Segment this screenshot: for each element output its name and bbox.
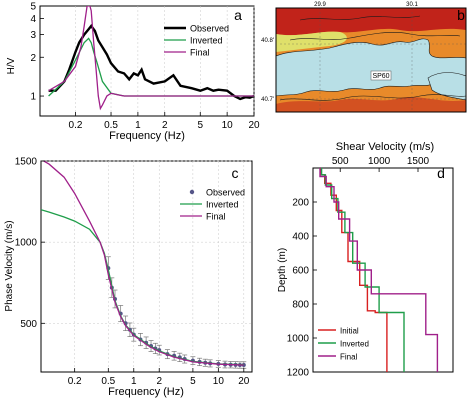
a-xtick-label-1: 0.5 bbox=[104, 120, 118, 131]
d-xtick-label-1: 1000 bbox=[368, 156, 391, 167]
c-ytick-label-0: 500 bbox=[20, 319, 37, 330]
a-xtick-label-4: 5 bbox=[197, 120, 203, 131]
d-xtick-label-2: 1500 bbox=[407, 156, 430, 167]
c-ytick-label-1: 1000 bbox=[15, 238, 38, 249]
c-xtick-label-4: 5 bbox=[190, 376, 196, 387]
c-legend-label-2: Final bbox=[206, 212, 226, 222]
contour-1 bbox=[299, 15, 421, 21]
c-xtick-label-0: 0.2 bbox=[68, 376, 82, 387]
d-series-inverted bbox=[320, 168, 405, 372]
c-series-final bbox=[42, 161, 244, 366]
d-ytick-label-5: 1200 bbox=[287, 368, 310, 379]
c-legend-label-1: Inverted bbox=[206, 200, 239, 210]
panel-d-ticks: 500 1000 1500 200 400 600 800 1000 1200 bbox=[287, 156, 430, 379]
a-legend-label-2: Final bbox=[190, 48, 210, 58]
panel-b: SP60 29.9 30.1 40.8' 40.7' b bbox=[261, 2, 467, 113]
panel-d: 500 1000 1500 200 400 600 800 1000 1200 Shear Ve… bbox=[277, 141, 454, 379]
d-ytick-label-0: 200 bbox=[292, 198, 309, 209]
panel-c: 0.2 0.5 1 2 5 10 20 500 1000 1500 Phase Velocity … bbox=[4, 157, 253, 398]
c-xtick-label-3: 2 bbox=[156, 376, 162, 387]
d-legend-label-0: Initial bbox=[340, 327, 359, 336]
panel-d-legend: Initial Inverted Final bbox=[318, 327, 369, 362]
panel-c-ticks: 0.2 0.5 1 2 5 10 20 500 1000 1500 bbox=[15, 157, 250, 388]
a-xtick-label-0: 0.2 bbox=[69, 120, 83, 131]
panel-d-title: Shear Velocity (m/s) bbox=[336, 141, 434, 153]
site-label: SP60 bbox=[372, 73, 389, 80]
panel-c-letter: c bbox=[232, 165, 239, 181]
panel-a-series bbox=[48, 6, 254, 111]
a-xtick-label-3: 2 bbox=[162, 120, 168, 131]
panel-a-xlabel: Frequency (Hz) bbox=[109, 130, 185, 142]
a-ytick-label-0: 1 bbox=[30, 92, 36, 103]
a-ytick-label-1: 2 bbox=[30, 53, 36, 64]
map-lon-label-2: 30.1 bbox=[406, 2, 418, 8]
panel-c-xlabel: Frequency (Hz) bbox=[108, 386, 184, 398]
d-ytick-label-3: 800 bbox=[292, 300, 309, 311]
panel-d-ylabel: Depth (m) bbox=[277, 248, 288, 292]
map-lat-label-2: 40.7' bbox=[261, 97, 274, 103]
panel-a-letter: a bbox=[234, 7, 242, 23]
c-xtick-label-5: 10 bbox=[213, 376, 225, 387]
panel-d-letter: d bbox=[437, 165, 445, 181]
a-legend-label-0: Observed bbox=[190, 24, 229, 34]
site-label-box bbox=[370, 70, 392, 81]
panel-b-map: SP60 bbox=[276, 8, 466, 112]
terrain-low-west bbox=[276, 31, 347, 52]
a-ytick-label-3: 4 bbox=[30, 14, 36, 25]
panel-a-legend: Observed Inverted Final bbox=[164, 24, 229, 58]
a-ytick-label-2: 3 bbox=[30, 30, 36, 41]
c-legend-label-0: Observed bbox=[206, 188, 245, 198]
water-east bbox=[427, 72, 466, 101]
a-xtick-label-2: 1 bbox=[135, 120, 141, 131]
contour-3 bbox=[279, 94, 466, 101]
c-ytick-label-2: 1500 bbox=[15, 157, 38, 168]
a-series-observed bbox=[48, 24, 254, 101]
panel-c-legend: Observed Inverted Final bbox=[180, 188, 245, 222]
panel-d-series bbox=[319, 168, 439, 372]
panel-b-letter: b bbox=[457, 7, 465, 23]
d-legend-label-2: Final bbox=[340, 353, 358, 362]
d-ytick-label-2: 600 bbox=[292, 266, 309, 277]
a-series-final bbox=[48, 6, 254, 111]
d-series-final bbox=[319, 168, 439, 372]
d-xtick-label-0: 500 bbox=[332, 156, 349, 167]
a-legend-label-1: Inverted bbox=[190, 36, 223, 46]
c-xtick-label-1: 0.5 bbox=[101, 376, 115, 387]
c-legend-swatch-0 bbox=[189, 189, 195, 195]
d-ytick-label-1: 400 bbox=[292, 232, 309, 243]
c-xtick-label-6: 20 bbox=[238, 376, 250, 387]
a-ytick-label-4: 5 bbox=[30, 2, 36, 13]
a-xtick-label-6: 20 bbox=[248, 120, 260, 131]
a-xtick-label-5: 10 bbox=[222, 120, 234, 131]
panel-c-ylabel: Phase Velocity (m/s) bbox=[4, 220, 15, 311]
panel-a-ylabel: H/V bbox=[6, 57, 17, 74]
d-ytick-label-4: 1000 bbox=[287, 334, 310, 345]
c-xtick-label-2: 1 bbox=[131, 376, 137, 387]
terrain-high-north bbox=[276, 8, 466, 36]
d-legend-label-1: Inverted bbox=[340, 340, 369, 349]
map-lat-label-1: 40.8' bbox=[261, 38, 274, 44]
panel-c-series bbox=[41, 161, 247, 369]
terrain-high-south bbox=[276, 97, 466, 112]
map-lon-label-1: 29.9 bbox=[314, 2, 326, 8]
contour-2 bbox=[289, 32, 461, 41]
panel-b-frame bbox=[275, 7, 467, 113]
